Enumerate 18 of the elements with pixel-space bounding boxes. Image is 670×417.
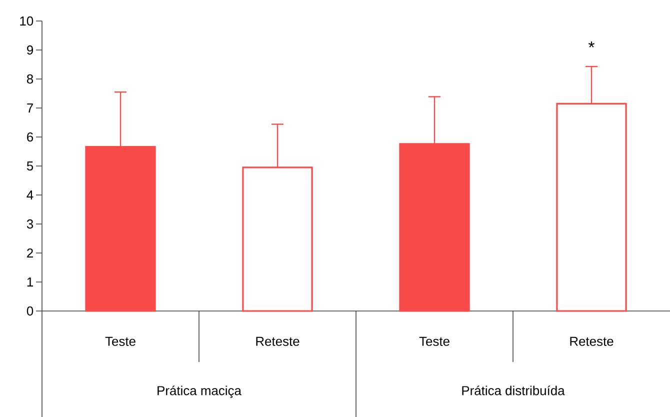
y-tick-label: 2: [27, 248, 33, 258]
y-tick-label: 8: [26, 74, 34, 84]
x-tick-label: Reteste: [256, 336, 300, 346]
x-tick-label: Teste: [105, 336, 136, 346]
text: Prática maciça: [158, 386, 242, 398]
y-tick-label: 10: [20, 16, 34, 26]
y-tick-label: 0: [26, 306, 34, 316]
y-tick-label: 4: [26, 190, 34, 200]
y-tick-label: 9: [27, 45, 33, 55]
annotation: *: [588, 41, 595, 48]
y-tick-label: 6: [27, 132, 34, 142]
y-tick-label: 5: [26, 161, 34, 171]
y-tick-label: 3: [26, 219, 34, 229]
y-tick-label: 7: [27, 104, 33, 112]
text: Prática distribuída: [462, 386, 565, 396]
x-tick-label: Reteste: [570, 336, 614, 346]
y-tick-label: 1: [27, 278, 33, 286]
x-tick-label: Teste: [419, 336, 450, 346]
